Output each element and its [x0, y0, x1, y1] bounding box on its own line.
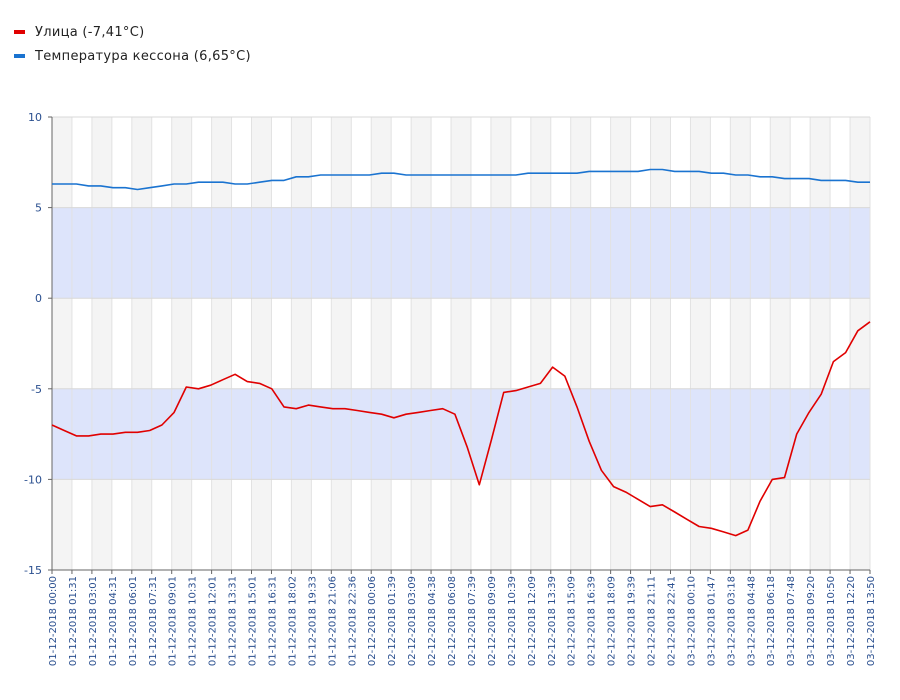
x-tick-label: 02-12-2018 07:39 [467, 576, 478, 666]
x-tick-label: 01-12-2018 15:01 [248, 576, 259, 666]
alt-column [371, 117, 392, 570]
x-tick-label: 01-12-2018 04:31 [108, 576, 119, 666]
series-line-caisson [52, 168, 870, 191]
y-tick-label: -5 [31, 383, 42, 396]
x-tick-label: 01-12-2018 00:00 [48, 576, 59, 666]
legend-swatch-street [14, 30, 25, 34]
x-tick-label: 02-12-2018 18:09 [607, 576, 618, 666]
y-tick-label: 10 [28, 111, 42, 124]
y-tick-label: -15 [24, 564, 42, 577]
x-tick-label: 02-12-2018 06:08 [447, 576, 458, 666]
x-tick-label: 02-12-2018 21:11 [647, 576, 658, 666]
alt-column [530, 117, 551, 570]
x-tick-label: 03-12-2018 04:48 [746, 576, 757, 666]
x-tick-label: 03-12-2018 13:50 [866, 576, 877, 666]
legend-label-caisson: Температура кессона (6,65°C) [35, 48, 251, 64]
series-line-street [51, 321, 871, 537]
alt-column [411, 117, 432, 570]
x-tick-label: 01-12-2018 03:01 [88, 576, 99, 666]
x-tick-label: 03-12-2018 12:20 [846, 576, 857, 666]
y-tick-label: -10 [24, 473, 42, 486]
chart-legend: Улица (-7,41°C) Температура кессона (6,6… [14, 20, 251, 68]
x-tick-label: 03-12-2018 10:50 [826, 576, 837, 666]
alt-column [490, 117, 511, 570]
alt-column [91, 117, 112, 570]
x-tick-label: 01-12-2018 01:31 [68, 576, 79, 666]
alt-column [650, 117, 671, 570]
x-tick-label: 02-12-2018 03:09 [407, 576, 418, 666]
x-tick-label: 03-12-2018 06:18 [766, 576, 777, 666]
x-tick-label: 01-12-2018 19:33 [307, 576, 318, 666]
x-tick-label: 01-12-2018 10:31 [188, 576, 199, 666]
value-band [52, 207, 870, 299]
x-tick-label: 02-12-2018 22:41 [666, 576, 677, 666]
x-tick-label: 02-12-2018 10:39 [507, 576, 518, 666]
alt-column [690, 117, 711, 570]
x-tick-label: 02-12-2018 19:39 [627, 576, 638, 666]
alt-column [251, 117, 272, 570]
x-tick-label: 02-12-2018 16:39 [587, 576, 598, 666]
y-tick-label: 5 [35, 202, 42, 215]
x-tick-label: 03-12-2018 09:20 [806, 576, 817, 666]
alt-column [570, 117, 591, 570]
alt-column [52, 117, 72, 570]
alt-column [171, 117, 192, 570]
x-tick-label: 03-12-2018 00:10 [686, 576, 697, 666]
legend-item-caisson: Температура кессона (6,65°C) [14, 44, 251, 68]
alt-column [211, 117, 232, 570]
x-tick-label: 02-12-2018 12:09 [527, 576, 538, 666]
x-tick-label: 02-12-2018 15:09 [567, 576, 578, 666]
legend-item-street: Улица (-7,41°C) [14, 20, 251, 44]
alt-column [131, 117, 152, 570]
alt-column [730, 117, 751, 570]
alt-column [810, 117, 831, 570]
x-tick-label: 02-12-2018 13:39 [547, 576, 558, 666]
y-tick-label: 0 [35, 292, 42, 305]
x-tick-label: 03-12-2018 01:47 [706, 576, 717, 666]
x-tick-label: 03-12-2018 03:18 [726, 576, 737, 666]
x-tick-label: 01-12-2018 21:06 [327, 576, 338, 666]
x-tick-label: 02-12-2018 01:39 [387, 576, 398, 666]
alt-column [451, 117, 471, 570]
x-tick-label: 01-12-2018 09:01 [168, 576, 179, 666]
x-tick-label: 02-12-2018 04:38 [427, 576, 438, 666]
x-tick-label: 01-12-2018 12:01 [208, 576, 219, 666]
x-tick-label: 02-12-2018 00:06 [367, 576, 378, 666]
x-tick-label: 01-12-2018 07:31 [148, 576, 159, 666]
x-tick-label: 01-12-2018 22:36 [347, 576, 358, 666]
alt-column [850, 117, 870, 570]
x-tick-label: 01-12-2018 16:31 [267, 576, 278, 666]
legend-swatch-caisson [14, 54, 25, 58]
alt-column [770, 117, 791, 570]
legend-label-street: Улица (-7,41°C) [35, 24, 145, 40]
value-band [52, 388, 870, 480]
alt-column [610, 117, 631, 570]
x-tick-label: 03-12-2018 07:48 [786, 576, 797, 666]
alt-column [331, 117, 352, 570]
x-tick-label: 02-12-2018 09:09 [487, 576, 498, 666]
x-tick-label: 01-12-2018 18:02 [287, 576, 298, 666]
alt-column [291, 117, 312, 570]
x-tick-label: 01-12-2018 13:31 [228, 576, 239, 666]
x-tick-label: 01-12-2018 06:01 [128, 576, 139, 666]
